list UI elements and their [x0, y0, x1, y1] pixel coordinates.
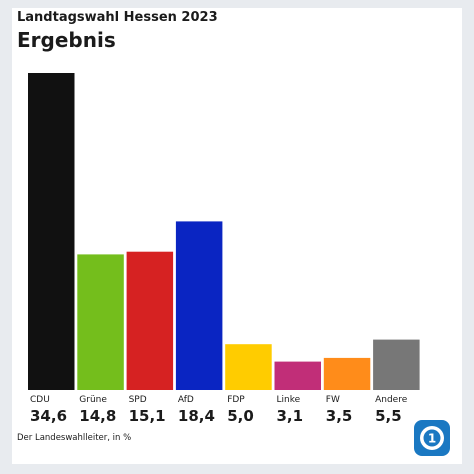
value-label: 5,0: [227, 407, 254, 425]
chart-title: Ergebnis: [17, 28, 116, 52]
svg-text:1: 1: [428, 432, 436, 446]
category-label: Grüne: [79, 395, 107, 405]
bar-fw: [323, 357, 371, 390]
category-label: Linke: [277, 395, 301, 405]
source-note: Der Landeswahlleiter, in %: [17, 433, 132, 443]
bar-cdu: [28, 73, 75, 390]
value-label: 34,6: [30, 407, 67, 425]
category-label: FDP: [227, 395, 245, 405]
bar-spd: [126, 251, 174, 390]
value-label: 18,4: [178, 407, 215, 425]
bar-linke: [274, 361, 321, 390]
ard-logo-icon: 1: [414, 420, 450, 456]
bar-fdp: [225, 344, 272, 390]
value-label: 3,5: [326, 407, 353, 425]
category-label: FW: [326, 395, 340, 405]
value-label: 15,1: [129, 407, 166, 425]
value-label: 14,8: [79, 407, 116, 425]
category-label: CDU: [30, 395, 50, 405]
chart-supertitle: Landtagswahl Hessen 2023: [17, 10, 218, 25]
category-label: Andere: [375, 395, 408, 405]
bar-grne: [77, 254, 124, 390]
category-label: SPD: [129, 395, 147, 405]
bar-afd: [175, 221, 223, 390]
bar-andere: [373, 339, 420, 390]
category-label: AfD: [178, 395, 194, 405]
value-label: 5,5: [375, 407, 402, 425]
value-label: 3,1: [277, 407, 304, 425]
